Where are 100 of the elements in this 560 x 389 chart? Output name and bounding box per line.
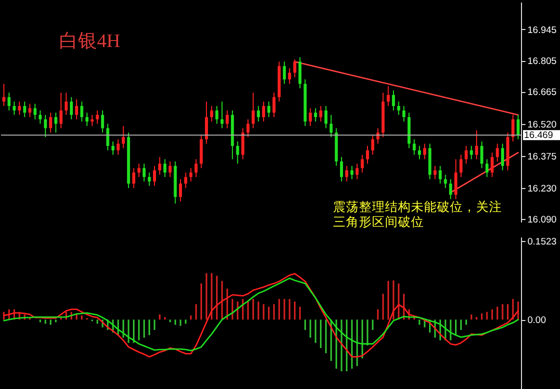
candlestick — [204, 101, 208, 144]
candlestick — [184, 172, 188, 189]
candlestick — [194, 158, 198, 178]
candlestick — [449, 178, 452, 200]
candlestick — [267, 101, 270, 118]
candlestick — [350, 165, 354, 180]
candlestick — [314, 108, 318, 122]
candlestick — [330, 114, 333, 138]
candlestick — [64, 92, 68, 116]
candlestick — [340, 156, 344, 182]
candlestick — [392, 90, 395, 111]
candlestick — [163, 158, 166, 178]
candlestick — [371, 134, 374, 156]
candlestick — [480, 140, 484, 169]
candlestick — [220, 101, 224, 129]
y-tick-label: 0.00 — [528, 315, 546, 326]
candlestick — [106, 123, 110, 151]
candlestick — [158, 156, 162, 176]
candlestick — [511, 114, 514, 142]
candlestick — [80, 101, 84, 122]
candlestick — [412, 138, 416, 156]
candlestick — [226, 110, 229, 129]
candlestick — [96, 110, 99, 124]
candlestick — [298, 56, 302, 89]
candlestick — [189, 168, 192, 182]
candlestick — [293, 58, 296, 78]
y-tick-label: 16.090 — [528, 214, 557, 226]
candlestick — [85, 112, 88, 126]
candlestick — [210, 106, 214, 122]
candlestick — [18, 101, 21, 116]
candlestick — [132, 168, 136, 189]
candlestick — [496, 143, 499, 162]
candlestick — [490, 152, 494, 178]
y-tick-label: 16.665 — [528, 87, 557, 98]
y-tick-label: 16.375 — [528, 151, 557, 162]
y-tick-label: 16.805 — [528, 56, 557, 68]
candlestick — [282, 61, 286, 84]
candlestick — [470, 145, 473, 160]
candlestick — [101, 110, 104, 134]
candlestick — [501, 143, 504, 171]
candlestick — [70, 96, 73, 120]
candlestick — [122, 125, 125, 149]
candlestick — [418, 145, 421, 160]
candlestick — [485, 158, 488, 178]
candlestick — [475, 130, 478, 160]
candlestick — [434, 165, 437, 180]
candlestick — [386, 86, 390, 107]
candlestick — [397, 101, 400, 116]
annotation: 震荡整理结构未能破位，关注三角形区间破位 — [333, 200, 502, 229]
candlestick — [356, 163, 359, 180]
y-tick-label: 16.520 — [528, 119, 557, 130]
candlestick — [324, 106, 328, 129]
candlestick — [215, 106, 218, 124]
candlestick — [23, 101, 26, 118]
candlestick — [60, 92, 62, 129]
candlestick — [252, 92, 255, 129]
candlestick — [44, 114, 47, 138]
candlestick — [423, 143, 426, 160]
y-tick-label: 16.230 — [528, 184, 557, 195]
y-tick-label: 16.945 — [528, 25, 557, 36]
candlestick — [168, 160, 172, 178]
candlestick — [49, 112, 52, 134]
candlestick — [402, 106, 406, 122]
y-tick-label: 0.1523 — [528, 236, 557, 248]
candlestick — [111, 140, 114, 156]
candlestick — [438, 165, 442, 184]
candlestick — [444, 174, 447, 189]
candlestick — [28, 103, 32, 118]
candlestick — [366, 145, 369, 164]
candlestick — [460, 154, 462, 178]
candlestick — [241, 128, 244, 160]
ref-line-label: 16.469 — [524, 130, 554, 142]
candlestick — [308, 108, 312, 126]
candlestick — [34, 103, 37, 120]
candlestick — [12, 101, 16, 116]
candlestick — [75, 98, 78, 120]
candlestick — [376, 128, 380, 144]
candlestick — [360, 154, 364, 174]
text: 白银4H — [59, 31, 120, 52]
candlestick — [464, 145, 468, 164]
candlestick — [8, 92, 11, 111]
candlestick — [116, 138, 120, 156]
candlestick — [516, 114, 520, 140]
candlestick — [246, 118, 250, 138]
candlestick — [2, 83, 6, 107]
candlestick — [38, 110, 42, 124]
candlestick — [262, 101, 266, 122]
candlestick — [178, 178, 182, 202]
candlestick — [288, 68, 292, 84]
candlestick — [148, 172, 151, 186]
candlestick — [236, 140, 240, 164]
candlestick — [137, 163, 140, 178]
candlestick — [256, 106, 260, 122]
candlestick — [319, 106, 322, 122]
candlestick — [454, 158, 458, 200]
candlestick — [142, 163, 146, 182]
candlestick — [345, 165, 348, 182]
candlestick — [272, 92, 276, 118]
candlestick — [153, 165, 156, 186]
candlestick — [54, 112, 58, 134]
